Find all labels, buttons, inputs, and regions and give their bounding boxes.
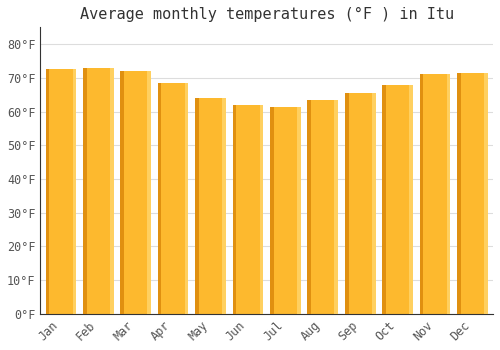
Bar [372, 93, 376, 314]
Bar [345, 93, 376, 314]
Bar [46, 69, 76, 314]
Bar [185, 83, 188, 314]
Bar [457, 73, 488, 314]
Bar [334, 100, 338, 314]
Bar [158, 83, 188, 314]
Bar [83, 68, 114, 314]
Bar [260, 105, 264, 314]
Bar [345, 93, 348, 314]
Bar [158, 83, 162, 314]
Bar [297, 106, 300, 314]
Bar [420, 75, 424, 314]
Bar [195, 98, 226, 314]
Bar [382, 85, 413, 314]
Bar [72, 69, 76, 314]
Bar [222, 98, 226, 314]
Bar [446, 75, 450, 314]
Bar [232, 105, 236, 314]
Bar [270, 106, 274, 314]
Bar [83, 68, 86, 314]
Bar [120, 71, 124, 314]
Bar [410, 85, 413, 314]
Bar [382, 85, 386, 314]
Bar [420, 75, 450, 314]
Bar [308, 100, 338, 314]
Bar [148, 71, 151, 314]
Bar [457, 73, 461, 314]
Title: Average monthly temperatures (°F ) in Itu: Average monthly temperatures (°F ) in It… [80, 7, 454, 22]
Bar [308, 100, 311, 314]
Bar [270, 106, 300, 314]
Bar [110, 68, 114, 314]
Bar [46, 69, 49, 314]
Bar [120, 71, 151, 314]
Bar [232, 105, 264, 314]
Bar [195, 98, 199, 314]
Bar [484, 73, 488, 314]
